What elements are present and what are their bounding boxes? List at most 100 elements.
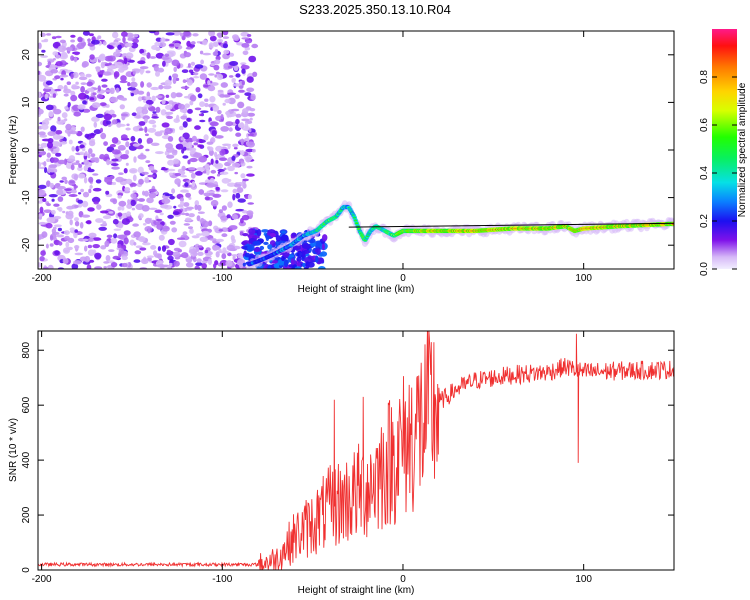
heatmap-cell (145, 96, 150, 100)
heatmap-cell (112, 31, 119, 39)
heatmap-cell (184, 103, 190, 108)
spectrogram-frame (37, 30, 675, 270)
heatmap-cell (173, 42, 181, 48)
heatmap-cell (207, 85, 216, 92)
heatmap-cell (168, 238, 175, 246)
heatmap-cell (230, 235, 235, 241)
heatmap-cell (52, 51, 59, 56)
heatmap-cell (169, 220, 176, 225)
heatmap-cell (146, 91, 151, 98)
heatmap-cell (67, 210, 74, 217)
heatmap-cell (104, 55, 114, 62)
heatmap-cell (97, 85, 102, 92)
heatmap-cell (124, 42, 133, 48)
heatmap-cell (204, 196, 210, 201)
heatmap-cell (126, 203, 133, 209)
heatmap-cell (120, 113, 129, 117)
heatmap-cell (173, 205, 177, 209)
heatmap-cell (174, 172, 182, 177)
heatmap-cell (99, 102, 107, 107)
heatmap-cell (110, 144, 116, 148)
heatmap-cell (87, 38, 91, 45)
heatmap-cell (45, 80, 53, 86)
heatmap-cell (197, 245, 203, 249)
heatmap-cell (227, 182, 236, 187)
heatmap-cell (72, 71, 79, 79)
heatmap-cell (191, 235, 200, 239)
heatmap-cell (160, 109, 167, 116)
heatmap-cell (83, 159, 89, 166)
heatmap-cell (59, 74, 69, 78)
heatmap-cell (66, 81, 72, 85)
heatmap-cell (242, 262, 246, 267)
heatmap-cell (111, 181, 117, 186)
colorbar-gradient (712, 29, 737, 269)
heatmap-cell (50, 157, 59, 163)
heatmap-cell (88, 188, 92, 194)
heatmap-cell (186, 117, 191, 122)
heatmap-cell (69, 219, 73, 226)
heatmap-cell (161, 245, 167, 252)
heatmap-cell (235, 132, 242, 137)
heatmap-cell (145, 99, 154, 105)
heatmap-cell (247, 202, 254, 205)
heatmap-cell (112, 198, 118, 205)
heatmap-cell (137, 138, 143, 144)
heatmap-cell (38, 61, 43, 67)
heatmap-cell (250, 93, 256, 101)
heatmap-cell (40, 55, 48, 58)
heatmap-cell (223, 49, 230, 55)
heatmap-cell (56, 185, 66, 190)
heatmap-cell (92, 237, 102, 241)
heatmap-cell (209, 238, 217, 241)
heatmap-cell (189, 157, 198, 163)
heatmap-cell (186, 40, 191, 48)
heatmap-cell (70, 189, 77, 194)
heatmap-cell (57, 159, 66, 165)
heatmap-cell (106, 234, 113, 238)
heatmap-cell (154, 41, 161, 47)
heatmap-cell (47, 141, 53, 149)
heatmap-cell (177, 168, 183, 174)
heatmap-cell (167, 214, 174, 219)
heatmap-cell (221, 205, 227, 211)
heatmap-cell (221, 233, 228, 238)
heatmap-cell (133, 259, 141, 263)
heatmap-cell (199, 119, 206, 123)
heatmap-cell (234, 94, 240, 99)
heatmap-cell (103, 141, 108, 147)
heatmap-cell (227, 252, 232, 257)
heatmap-cell (123, 237, 129, 245)
heatmap-cell (64, 235, 70, 241)
heatmap-cell (226, 244, 235, 251)
heatmap-cell (213, 263, 217, 269)
heatmap-cell (183, 146, 187, 151)
heatmap-cell (151, 45, 158, 50)
heatmap-cell (117, 195, 122, 199)
y-tick-label: 20 (21, 49, 32, 61)
heatmap-cell (59, 180, 64, 183)
heatmap-cell (119, 104, 126, 110)
heatmap-cell (219, 171, 229, 175)
heatmap-cell (162, 60, 166, 67)
heatmap-cell (237, 252, 244, 260)
heatmap-cell (182, 121, 188, 128)
heatmap-cell (91, 102, 101, 108)
heatmap-cell (231, 254, 239, 257)
heatmap-cell (71, 146, 75, 152)
heatmap-cell (111, 113, 117, 118)
heatmap-cell (115, 176, 125, 183)
heatmap-cell (45, 243, 49, 249)
heatmap-cell (252, 235, 260, 239)
heatmap-cell (88, 148, 93, 155)
heatmap-cell (218, 229, 224, 232)
heatmap-cell (235, 118, 240, 125)
heatmap-cell (56, 234, 65, 238)
heatmap-cell (208, 73, 215, 76)
heatmap-cell (55, 152, 62, 157)
heatmap-cell (121, 262, 128, 268)
heatmap-cell (221, 253, 227, 260)
heatmap-cell (151, 116, 159, 119)
heatmap-cell (88, 33, 94, 37)
